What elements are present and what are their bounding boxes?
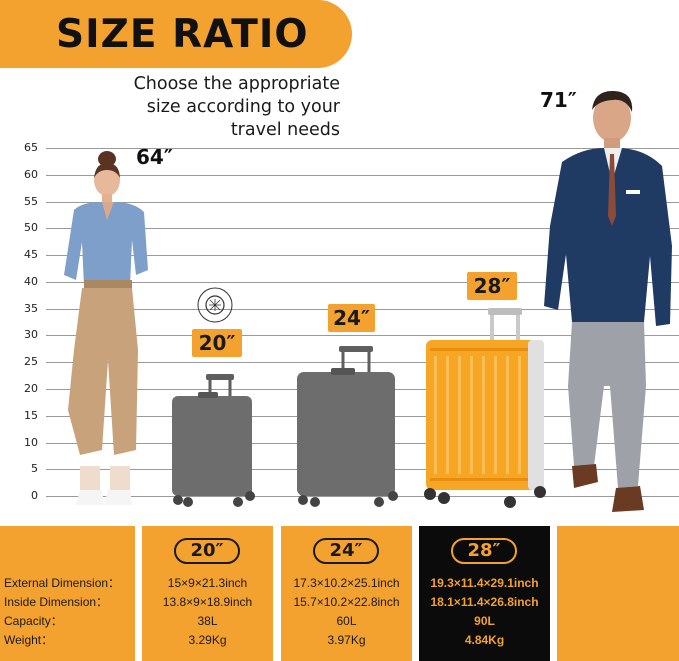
y-tick-label: 10 <box>24 436 38 449</box>
spec-weight: 3.29Kg <box>188 633 227 647</box>
size-pill-24: 24″ <box>313 538 379 564</box>
carry-on-stamp-icon <box>197 287 233 323</box>
gridline <box>46 335 679 336</box>
gridline <box>46 228 679 229</box>
spec-cards: External Dimension： Inside Dimension： Ca… <box>0 526 679 661</box>
size-badge-28: 28″ <box>467 272 517 300</box>
size-badge-24: 24″ <box>328 304 375 332</box>
label-inside-dimension: Inside Dimension： <box>4 595 109 609</box>
y-tick-label: 30 <box>24 328 38 341</box>
label-external-dimension: External Dimension： <box>4 576 121 590</box>
gridline <box>46 282 679 283</box>
gridline <box>46 255 679 256</box>
y-tick-label: 15 <box>24 409 38 422</box>
spec-inside: 15.7×10.2×22.8inch <box>293 595 400 609</box>
gridline <box>46 202 679 203</box>
size-badge-20: 20″ <box>192 329 242 357</box>
woman-model-illustration <box>64 151 148 505</box>
spec-external: 19.3×11.4×29.1inch <box>430 576 539 590</box>
subtitle-line-1: Choose the appropriate <box>133 74 340 94</box>
woman-height-label: 64″ <box>136 145 173 169</box>
man-model-illustration <box>544 90 672 512</box>
spec-card-20[interactable]: 20″ 15×9×21.3inch 13.8×9×18.9inch 38L 3.… <box>142 526 273 661</box>
y-tick-label: 0 <box>31 489 38 502</box>
spec-card-empty <box>557 526 679 661</box>
y-tick-label: 20 <box>24 382 38 395</box>
gridline <box>46 148 679 149</box>
spec-capacity: 38L <box>197 614 218 628</box>
spec-external: 15×9×21.3inch <box>167 576 248 590</box>
y-tick-label: 25 <box>24 355 38 368</box>
label-capacity: Capacity： <box>4 614 63 628</box>
man-height-label: 71″ <box>540 88 577 112</box>
spec-labels: External Dimension： Inside Dimension： Ca… <box>4 574 120 650</box>
y-tick-label: 45 <box>24 248 38 261</box>
spec-weight: 3.97Kg <box>327 633 366 647</box>
y-tick-label: 65 <box>24 141 38 154</box>
spec-card-28[interactable]: 28″ 19.3×11.4×29.1inch 18.1×11.4×26.8inc… <box>419 526 550 661</box>
spec-external: 17.3×10.2×25.1inch <box>293 576 400 590</box>
y-tick-label: 50 <box>24 221 38 234</box>
y-tick-label: 35 <box>24 302 38 315</box>
label-weight: Weight： <box>4 633 54 647</box>
spec-weight: 4.84Kg <box>464 633 505 647</box>
y-tick-label: 55 <box>24 195 38 208</box>
spec-labels-card: External Dimension： Inside Dimension： Ca… <box>0 526 135 661</box>
y-tick-label: 40 <box>24 275 38 288</box>
y-tick-label: 5 <box>31 462 38 475</box>
spec-inside: 18.1×11.4×26.8inch <box>430 595 539 609</box>
spec-capacity: 90L <box>474 614 495 628</box>
gridline <box>46 362 679 363</box>
size-pill-28: 28″ <box>451 538 517 564</box>
spec-card-24[interactable]: 24″ 17.3×10.2×25.1inch 15.7×10.2×22.8inc… <box>281 526 412 661</box>
spec-inside: 13.8×9×18.9inch <box>162 595 253 609</box>
gridline <box>46 175 679 176</box>
y-tick-label: 60 <box>24 168 38 181</box>
suitcase-24 <box>297 346 398 507</box>
page-title: SIZE RATIO <box>56 11 309 57</box>
suitcase-20 <box>172 374 255 507</box>
size-pill-20: 20″ <box>174 538 240 564</box>
gridline <box>46 496 679 497</box>
subtitle-line-2: size according to your travel needs <box>146 97 340 140</box>
subtitle: Choose the appropriate size according to… <box>100 73 340 142</box>
suitcase-28 <box>424 308 546 508</box>
spec-capacity: 60L <box>336 614 357 628</box>
title-banner: SIZE RATIO <box>0 0 352 68</box>
